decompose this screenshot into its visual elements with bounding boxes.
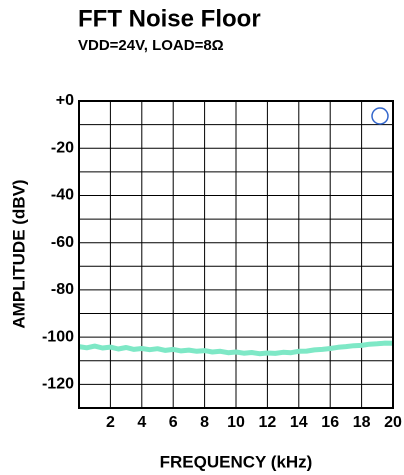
y-tick-label: -100	[42, 328, 74, 345]
logo	[371, 107, 389, 125]
y-tick-label: -40	[51, 187, 74, 204]
x-tick-label: 6	[169, 414, 178, 431]
x-axis-label: FREQUENCY (kHz)	[160, 452, 313, 471]
plot-frame	[78, 100, 394, 409]
x-tick-label: 2	[106, 414, 115, 431]
plot-area: +0 -20 -40 -60 -80 -100 -120 2 4 6 8 10 12 14 16 18 20	[42, 92, 402, 431]
y-tick-label: -60	[51, 234, 74, 251]
y-tick-label: -120	[42, 376, 74, 393]
x-tick-label: 16	[321, 414, 339, 431]
y-tick-label: -20	[51, 139, 74, 156]
x-tick-label: 8	[200, 414, 209, 431]
chart-title: FFT Noise Floor	[78, 5, 261, 32]
x-tick-label: 14	[290, 414, 308, 431]
x-tick-label: 18	[353, 414, 371, 431]
x-tick-label: 20	[384, 414, 402, 431]
y-axis-label: AMPLITUDE (dBV)	[9, 179, 28, 328]
chart-subtitle: VDD=24V, LOAD=8Ω	[78, 37, 224, 54]
x-tick-label: 10	[227, 414, 245, 431]
x-tick-label: 4	[137, 414, 146, 431]
x-tick-label: 12	[259, 414, 277, 431]
data-line	[78, 340, 394, 357]
y-tick-label: -80	[51, 281, 74, 298]
y-tick-label: +0	[56, 92, 74, 109]
